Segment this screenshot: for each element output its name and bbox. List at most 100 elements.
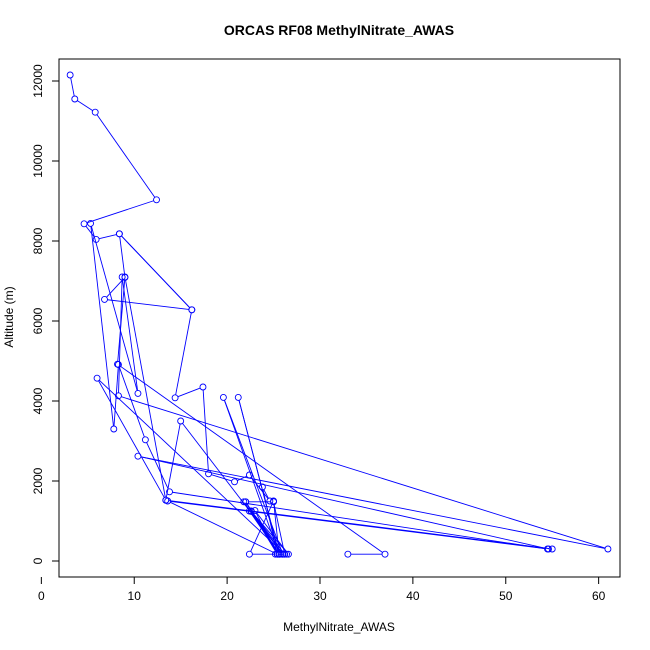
data-point	[177, 417, 185, 425]
x-tick-label: 20	[220, 589, 234, 603]
data-point	[281, 550, 289, 558]
series-segment	[146, 442, 169, 490]
series-segment	[119, 236, 126, 275]
data-point	[121, 273, 129, 281]
series-segment	[113, 367, 119, 427]
data-point	[166, 488, 173, 496]
data-point	[545, 545, 552, 553]
series-segment	[86, 200, 154, 224]
data-point	[199, 383, 207, 391]
series-segment	[224, 400, 283, 552]
series-segment	[168, 500, 550, 550]
data-point	[219, 393, 227, 401]
methylnitrate-series	[66, 71, 612, 558]
data-point	[66, 71, 74, 79]
series-segment	[90, 226, 114, 427]
y-tick-label: 10000	[31, 144, 45, 178]
series-segment	[96, 114, 156, 198]
data-point	[118, 273, 126, 281]
chart-title: ORCAS RF08 MethylNitrate_AWAS	[224, 22, 454, 38]
data-point	[344, 550, 352, 558]
series-segment	[273, 503, 280, 552]
series-segment	[117, 279, 126, 362]
data-point	[171, 394, 179, 402]
x-tick-label: 40	[406, 589, 420, 603]
data-point	[245, 550, 253, 558]
series-segment	[85, 225, 95, 238]
data-point	[87, 219, 95, 227]
data-point	[114, 392, 122, 400]
series-segment	[107, 299, 189, 310]
series-segment	[252, 513, 282, 553]
y-axis: 0 2000 4000 6000 8000 10000 12000	[31, 64, 59, 564]
data-point	[162, 496, 170, 504]
series-segment	[77, 100, 93, 111]
y-tick-label: 6000	[31, 307, 45, 334]
series-segment	[177, 387, 201, 398]
y-tick-label: 12000	[31, 64, 45, 98]
y-tick-label: 2000	[31, 467, 45, 494]
data-point	[153, 196, 160, 204]
series-segment	[273, 504, 285, 552]
data-point	[251, 507, 259, 515]
data-point	[604, 545, 612, 553]
data-point	[93, 374, 101, 382]
series-segment	[119, 365, 383, 553]
data-point	[134, 389, 142, 397]
series-segment	[165, 423, 181, 498]
data-point	[240, 498, 248, 506]
series-segment	[98, 379, 283, 553]
series-segment	[255, 513, 277, 552]
x-tick-label: 30	[313, 589, 327, 603]
data-point	[247, 507, 255, 515]
plot-frame	[58, 58, 621, 578]
data-point	[231, 478, 238, 486]
series-segment	[202, 389, 209, 471]
series-segment	[223, 400, 279, 552]
data-point	[234, 393, 242, 401]
data-point	[548, 545, 556, 553]
y-tick-label: 4000	[31, 387, 45, 414]
series-segment	[170, 501, 275, 554]
series-segment	[70, 77, 75, 97]
data-point	[134, 452, 142, 460]
data-point	[270, 498, 278, 506]
x-tick-label: 60	[592, 589, 606, 603]
series-segment	[119, 367, 145, 438]
data-point	[91, 108, 99, 116]
series-segment	[256, 512, 287, 553]
y-axis-label: Altitude (m)	[2, 286, 16, 347]
data-point	[110, 425, 118, 433]
data-point	[279, 550, 287, 558]
series-segment	[98, 234, 117, 240]
series-segment	[211, 474, 232, 482]
x-tick-label: 0	[38, 589, 45, 603]
series-segment	[106, 279, 124, 298]
data-point	[114, 360, 121, 368]
data-point	[141, 436, 149, 444]
data-point	[381, 550, 389, 558]
x-axis-label: MethylNitrate_AWAS	[283, 620, 395, 634]
y-tick-label: 0	[31, 557, 45, 564]
data-point	[245, 471, 253, 479]
data-point	[188, 306, 196, 314]
data-point	[101, 295, 108, 303]
series-segment	[90, 226, 138, 391]
y-tick-label: 8000	[31, 227, 45, 254]
data-point	[266, 497, 274, 505]
series-segment	[122, 279, 138, 391]
data-point	[80, 220, 88, 228]
x-axis: 0 10 20 30 40 50 60	[38, 577, 606, 603]
series-segment	[252, 513, 287, 553]
series-segment	[125, 279, 166, 498]
series-segment	[175, 312, 192, 395]
series-segment	[121, 235, 191, 308]
data-point	[205, 470, 212, 478]
series-segment	[98, 380, 165, 498]
series-segment	[121, 396, 606, 549]
data-point	[115, 230, 123, 238]
series-segment	[140, 456, 606, 549]
series-segment	[238, 400, 279, 552]
x-tick-label: 10	[128, 589, 142, 603]
